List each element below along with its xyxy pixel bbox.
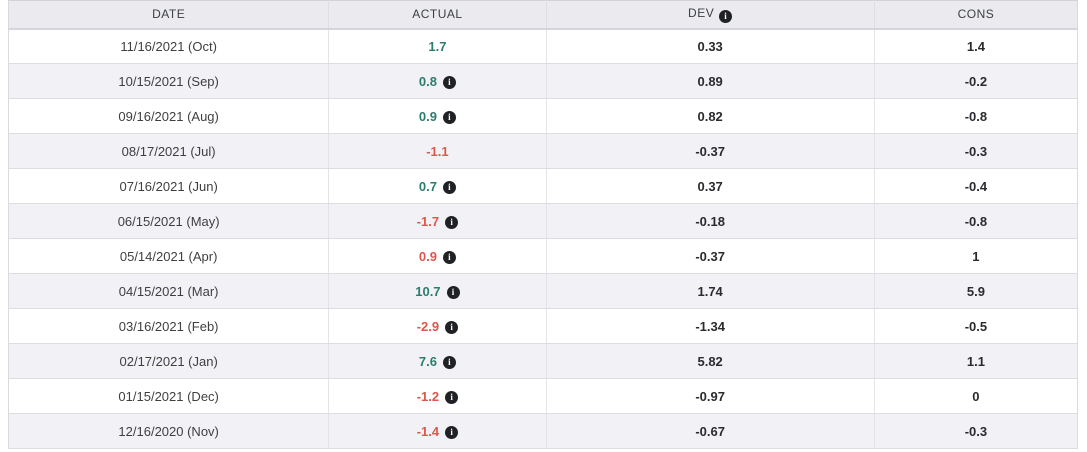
cons-cell: -0.2 bbox=[874, 63, 1078, 99]
table-row: 09/16/2021 (Aug) 0.9 i 0.82 -0.8 bbox=[8, 98, 1078, 134]
actual-value: 0.9 bbox=[418, 108, 437, 124]
actual-value: -2.9 bbox=[416, 318, 440, 334]
column-header-date-label: DATE bbox=[152, 7, 186, 22]
dev-cell: 0.33 bbox=[546, 28, 875, 64]
actual-value: 0.9 bbox=[418, 248, 437, 264]
date-cell: 12/16/2020 (Nov) bbox=[8, 413, 330, 449]
cons-cell: -0.3 bbox=[874, 413, 1078, 449]
dev-cell: -0.97 bbox=[546, 378, 875, 414]
cons-cell: -0.3 bbox=[874, 133, 1078, 169]
info-icon[interactable]: i bbox=[442, 75, 456, 89]
cons-cell: -0.4 bbox=[874, 168, 1078, 204]
actual-value: -1.7 bbox=[416, 213, 440, 229]
date-cell: 06/15/2021 (May) bbox=[8, 203, 330, 239]
info-icon[interactable]: i bbox=[442, 180, 456, 194]
dev-cell: -0.37 bbox=[546, 133, 875, 169]
column-header-cons: CONS bbox=[874, 0, 1078, 30]
actual-value: -1.4 bbox=[416, 423, 440, 439]
date-cell: 10/15/2021 (Sep) bbox=[8, 63, 330, 99]
date-cell: 11/16/2021 (Oct) bbox=[8, 28, 330, 64]
actual-cell: 1.7 bbox=[328, 28, 547, 64]
actual-cell: 7.6 i bbox=[328, 343, 547, 379]
cons-cell: 0 bbox=[874, 378, 1078, 414]
date-cell: 01/15/2021 (Dec) bbox=[8, 378, 330, 414]
date-cell: 05/14/2021 (Apr) bbox=[8, 238, 330, 274]
table-row: 10/15/2021 (Sep) 0.8 i 0.89 -0.2 bbox=[8, 63, 1078, 99]
actual-cell: -1.2 i bbox=[328, 378, 547, 414]
header-row: DATE ACTUAL DEV i CONS bbox=[8, 0, 1078, 30]
cons-cell: 5.9 bbox=[874, 273, 1078, 309]
column-header-dev-label: DEV bbox=[688, 5, 715, 20]
dev-cell: -0.18 bbox=[546, 203, 875, 239]
table-body: 11/16/2021 (Oct) 1.7 0.33 1.4 10/15/2021 (Se… bbox=[8, 28, 1078, 449]
table-row: 07/16/2021 (Jun) 0.7 i 0.37 -0.4 bbox=[8, 168, 1078, 204]
actual-value: 0.7 bbox=[418, 178, 437, 194]
actual-value: 10.7 bbox=[415, 283, 441, 299]
actual-value: 7.6 bbox=[418, 353, 437, 369]
info-icon[interactable]: i bbox=[445, 320, 459, 334]
table-row: 06/15/2021 (May) -1.7 i -0.18 -0.8 bbox=[8, 203, 1078, 239]
cons-cell: 1.4 bbox=[874, 28, 1078, 64]
column-header-dev: DEV i bbox=[546, 0, 875, 30]
table-row: 04/15/2021 (Mar) 10.7 i 1.74 5.9 bbox=[8, 273, 1078, 309]
info-icon[interactable]: i bbox=[445, 425, 459, 439]
actual-value: 1.7 bbox=[428, 38, 447, 54]
dev-cell: 5.82 bbox=[546, 343, 875, 379]
info-icon[interactable]: i bbox=[719, 9, 733, 23]
actual-cell: 0.9 i bbox=[328, 238, 547, 274]
actual-value: -1.2 bbox=[416, 388, 440, 404]
date-cell: 07/16/2021 (Jun) bbox=[8, 168, 330, 204]
dev-cell: 0.37 bbox=[546, 168, 875, 204]
column-header-cons-label: CONS bbox=[957, 7, 995, 22]
info-icon[interactable]: i bbox=[445, 215, 459, 229]
dev-cell: 0.89 bbox=[546, 63, 875, 99]
actual-cell: 0.8 i bbox=[328, 63, 547, 99]
cons-cell: -0.8 bbox=[874, 203, 1078, 239]
actual-cell: -1.7 i bbox=[328, 203, 547, 239]
actual-cell: 10.7 i bbox=[328, 273, 547, 309]
column-header-actual: ACTUAL bbox=[328, 0, 547, 30]
date-cell: 02/17/2021 (Jan) bbox=[8, 343, 330, 379]
column-header-actual-label: ACTUAL bbox=[412, 7, 463, 22]
info-icon[interactable]: i bbox=[445, 390, 459, 404]
date-cell: 03/16/2021 (Feb) bbox=[8, 308, 330, 344]
table-row: 12/16/2020 (Nov) -1.4 i -0.67 -0.3 bbox=[8, 413, 1078, 449]
table-row: 02/17/2021 (Jan) 7.6 i 5.82 1.1 bbox=[8, 343, 1078, 379]
dev-cell: 1.74 bbox=[546, 273, 875, 309]
table-row: 05/14/2021 (Apr) 0.9 i -0.37 1 bbox=[8, 238, 1078, 274]
table-row: 01/15/2021 (Dec) -1.2 i -0.97 0 bbox=[8, 378, 1078, 414]
date-cell: 09/16/2021 (Aug) bbox=[8, 98, 330, 134]
dev-cell: -1.34 bbox=[546, 308, 875, 344]
info-icon[interactable]: i bbox=[442, 110, 456, 124]
table-row: 11/16/2021 (Oct) 1.7 0.33 1.4 bbox=[8, 28, 1078, 64]
info-icon[interactable]: i bbox=[442, 250, 456, 264]
actual-value: 0.8 bbox=[418, 73, 437, 89]
table-header: DATE ACTUAL DEV i CONS bbox=[8, 0, 1078, 30]
actual-cell: -1.1 bbox=[328, 133, 547, 169]
dev-cell: -0.67 bbox=[546, 413, 875, 449]
history-table: DATE ACTUAL DEV i CONS 11/16/2021 (Oct) 1.… bbox=[8, 0, 1078, 449]
actual-cell: -1.4 i bbox=[328, 413, 547, 449]
cons-cell: 1 bbox=[874, 238, 1078, 274]
info-icon[interactable]: i bbox=[446, 285, 460, 299]
cons-cell: -0.5 bbox=[874, 308, 1078, 344]
info-icon[interactable]: i bbox=[442, 355, 456, 369]
date-cell: 08/17/2021 (Jul) bbox=[8, 133, 330, 169]
actual-cell: -2.9 i bbox=[328, 308, 547, 344]
dev-cell: 0.82 bbox=[546, 98, 875, 134]
actual-cell: 0.7 i bbox=[328, 168, 547, 204]
cons-cell: -0.8 bbox=[874, 98, 1078, 134]
column-header-date: DATE bbox=[8, 0, 330, 30]
date-cell: 04/15/2021 (Mar) bbox=[8, 273, 330, 309]
table-row: 03/16/2021 (Feb) -2.9 i -1.34 -0.5 bbox=[8, 308, 1078, 344]
actual-value: -1.1 bbox=[426, 143, 449, 159]
history-table-container: DATE ACTUAL DEV i CONS 11/16/2021 (Oct) 1.… bbox=[8, 0, 1078, 452]
table-row: 08/17/2021 (Jul) -1.1 -0.37 -0.3 bbox=[8, 133, 1078, 169]
actual-cell: 0.9 i bbox=[328, 98, 547, 134]
cons-cell: 1.1 bbox=[874, 343, 1078, 379]
dev-cell: -0.37 bbox=[546, 238, 875, 274]
